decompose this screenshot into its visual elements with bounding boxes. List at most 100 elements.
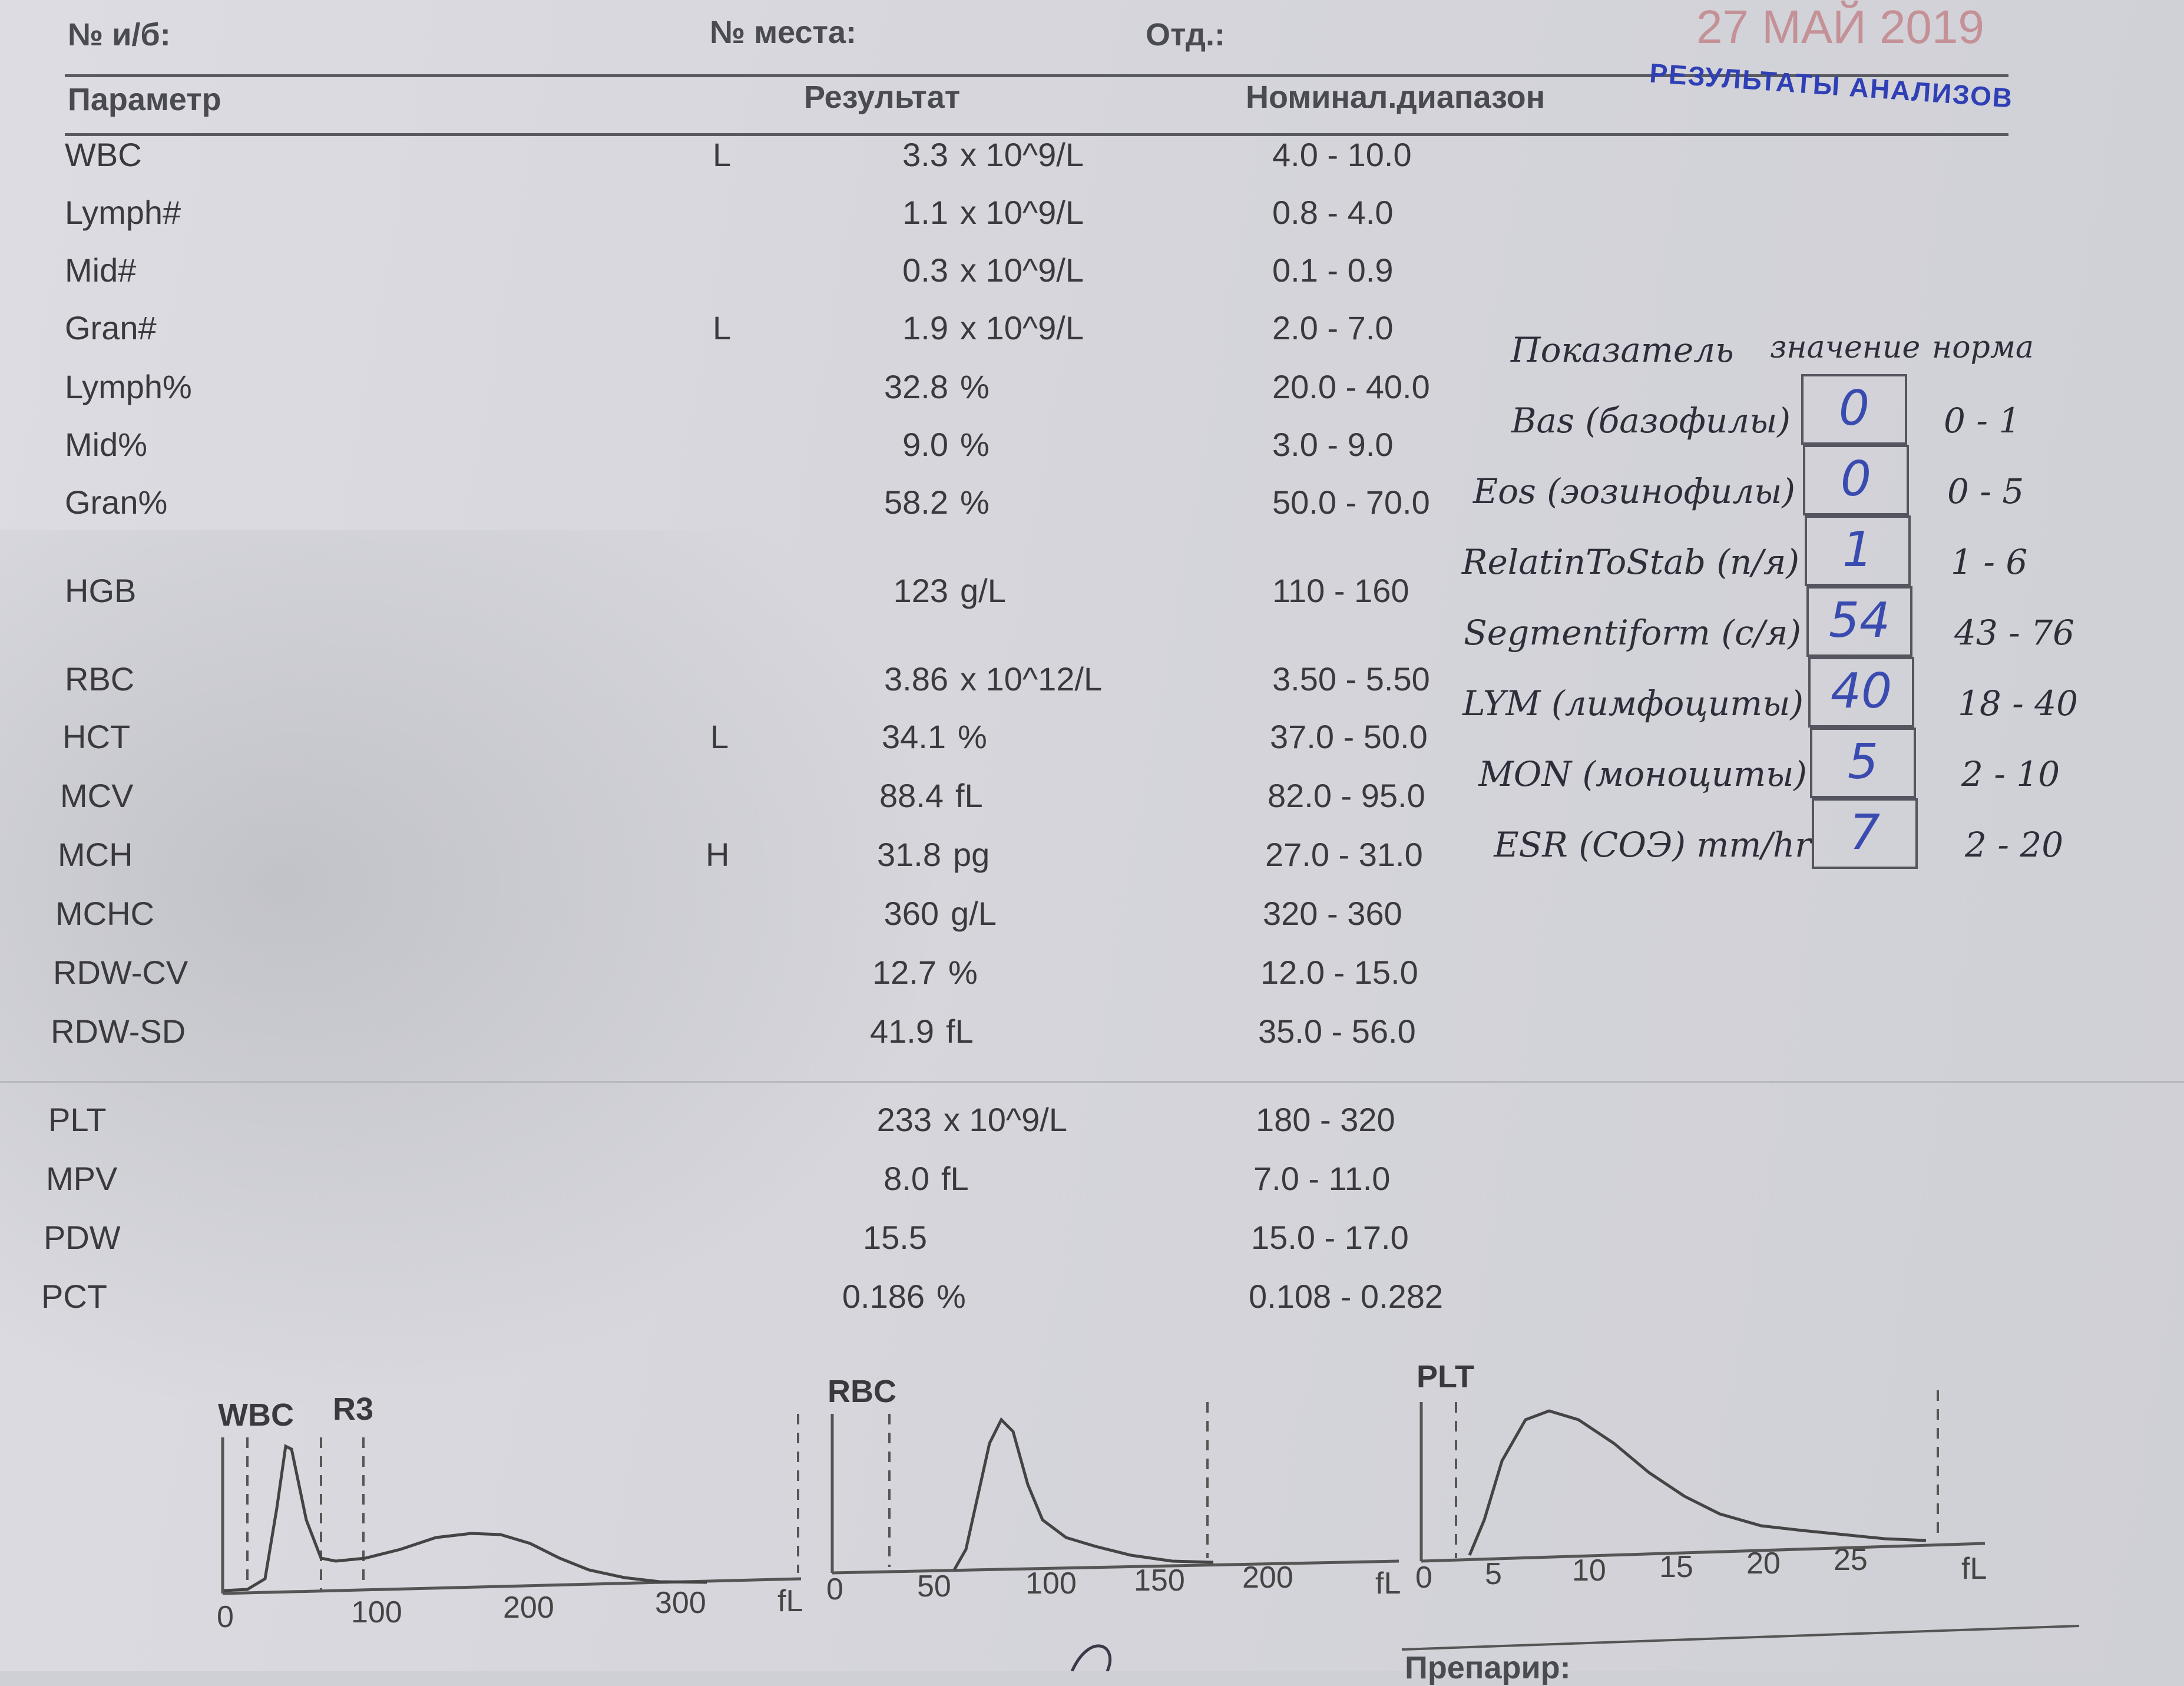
wbc-tick-label: 200: [503, 1591, 554, 1625]
manual-norm: 0 - 5: [1947, 471, 2024, 511]
section-divider: [0, 1081, 2184, 1083]
manual-value-cell: 5: [1810, 728, 1916, 798]
table-row: RDW-SD 41.9 fL 35.0 - 56.0: [0, 1012, 1517, 1069]
result-unit: x 10^9/L: [960, 194, 1084, 231]
result-value: 9.0: [902, 426, 948, 463]
table-header-rule: [65, 133, 2008, 136]
reference-range: 7.0 - 11.0: [1253, 1160, 1391, 1197]
parameter-name: WBC: [65, 136, 142, 173]
date-stamp: 27 МАЙ 2019: [1696, 1, 1984, 53]
result-value: 3.86: [884, 660, 948, 697]
result-unit: pg: [953, 836, 990, 873]
reference-range: 180 - 320: [1256, 1101, 1395, 1138]
rbc-tick-label: 50: [917, 1569, 951, 1604]
result-unit: %: [948, 954, 978, 991]
table-row: HCT L 34.1% 37.0 - 50.0: [0, 718, 1529, 774]
result-value: 12.7: [872, 954, 937, 991]
result-unit: %: [937, 1278, 966, 1315]
handwritten-value: 0: [1838, 381, 1870, 437]
plt-axis-unit: fL: [1961, 1552, 1987, 1586]
result-value: 1.9: [902, 309, 948, 346]
manual-norm: 2 - 10: [1961, 754, 2060, 794]
table-row: Mid% 9.0% 3.0 - 9.0: [0, 425, 1531, 482]
wbc-distribution-curve: [223, 1444, 707, 1592]
plt-tick-label: 15: [1659, 1550, 1693, 1584]
manual-col-indicator: Показатель: [1511, 330, 1734, 370]
table-row: MCV 88.4 fL 82.0 - 95.0: [0, 776, 1527, 833]
table-row: Gran# L 1.9 x 10^9/L 2.0 - 7.0: [0, 309, 1531, 365]
result-value: 233: [876, 1101, 932, 1138]
manual-value-cell: 0: [1803, 445, 1909, 515]
result-unit: fL: [946, 1013, 974, 1050]
plt-histogram-title: PLT: [1417, 1359, 1474, 1394]
department-label: Отд.:: [1146, 17, 1225, 52]
manual-norm: 18 - 40: [1958, 683, 2079, 723]
manual-indicator-name: ESR (СОЭ) mm/hr: [1494, 825, 1811, 865]
manual-indicator-name: MON (моноциты): [1478, 754, 1807, 794]
result-unit: x 10^12/L: [960, 660, 1103, 697]
plt-tick-label: 25: [1834, 1543, 1868, 1577]
result-unit: fL: [941, 1160, 969, 1197]
preparer-label: Препарир:: [1405, 1650, 1571, 1685]
header-rule: [65, 74, 2008, 77]
abnormal-flag: L: [713, 136, 732, 173]
result-unit: %: [960, 426, 990, 463]
wbc-histogram: WBC R3 fL 0 100 200 300: [217, 1391, 803, 1634]
table-row: Mid# 0.3 x 10^9/L 0.1 - 0.9: [0, 251, 1531, 308]
photo-shadow: [0, 530, 942, 1414]
result-value: 0.186: [842, 1278, 925, 1315]
handwritten-value: 54: [1828, 593, 1891, 649]
reference-range: 20.0 - 40.0: [1272, 368, 1430, 405]
result-value: 3.3: [902, 136, 948, 173]
handwritten-value: 0: [1840, 451, 1872, 507]
result-unit: x 10^9/L: [960, 252, 1084, 289]
table-row: RDW-CV 12.7% 12.0 - 15.0: [0, 953, 1520, 1010]
plt-tick-label: 20: [1746, 1546, 1781, 1581]
wbc-tick-label: 300: [655, 1586, 706, 1620]
result-value: 123: [893, 572, 948, 609]
result-value: 15.5: [863, 1219, 927, 1256]
reference-range: 0.1 - 0.9: [1272, 252, 1394, 289]
manual-indicator-name: Eos (эозинофилы): [1472, 471, 1795, 511]
handwritten-value: 5: [1847, 734, 1879, 790]
result-unit: x 10^9/L: [960, 136, 1084, 173]
reference-range: 0.8 - 4.0: [1272, 194, 1394, 231]
result-unit: g/L: [960, 572, 1006, 609]
parameter-name: PLT: [48, 1101, 107, 1138]
result-value: 360: [883, 895, 939, 932]
rbc-histogram: RBC fL 0 50 100 150 200: [826, 1374, 1401, 1606]
plt-x-axis: [1421, 1542, 1986, 1563]
wbc-tick-label: 100: [351, 1595, 402, 1629]
handwritten-value: 7: [1849, 805, 1881, 861]
place-number-label: № места:: [710, 15, 856, 50]
manual-indicator-name: RelatinToStab (п/я): [1461, 542, 1799, 582]
table-row: PCT 0.186% 0.108 - 0.282: [0, 1277, 1508, 1334]
reference-range: 37.0 - 50.0: [1270, 718, 1428, 755]
manual-norm: 1 - 6: [1951, 542, 2028, 582]
parameter-name: HCT: [62, 718, 131, 755]
result-value: 1.1: [902, 194, 948, 231]
reference-range: 3.50 - 5.50: [1272, 660, 1430, 697]
rbc-tick-label: 200: [1242, 1561, 1293, 1595]
result-value: 31.8: [877, 836, 941, 873]
reference-range: 12.0 - 15.0: [1260, 954, 1418, 991]
result-value: 58.2: [884, 484, 948, 521]
parameter-name: Lymph#: [65, 194, 181, 231]
parameter-name: Mid%: [65, 426, 148, 463]
table-row: Gran% 58.2% 50.0 - 70.0: [0, 483, 1531, 540]
parameter-name: MCHC: [55, 895, 154, 932]
plt-distribution-curve: [1468, 1409, 1927, 1556]
result-value: 32.8: [884, 368, 948, 405]
abnormal-flag: L: [713, 309, 732, 346]
abnormal-flag: H: [706, 836, 730, 873]
parameter-name: RBC: [65, 660, 135, 697]
table-row: PDW 15.5 15.0 - 17.0: [0, 1218, 1510, 1275]
manual-indicator-name: LYM (лимфоциты): [1462, 683, 1804, 723]
manual-value-cell: 7: [1812, 798, 1918, 869]
rbc-tick-label: 0: [826, 1572, 843, 1606]
table-row: PLT 233 x 10^9/L 180 - 320: [0, 1100, 1515, 1157]
result-value: 8.0: [883, 1160, 929, 1197]
reference-range: 4.0 - 10.0: [1272, 136, 1412, 173]
parameter-name: Gran%: [65, 484, 168, 521]
